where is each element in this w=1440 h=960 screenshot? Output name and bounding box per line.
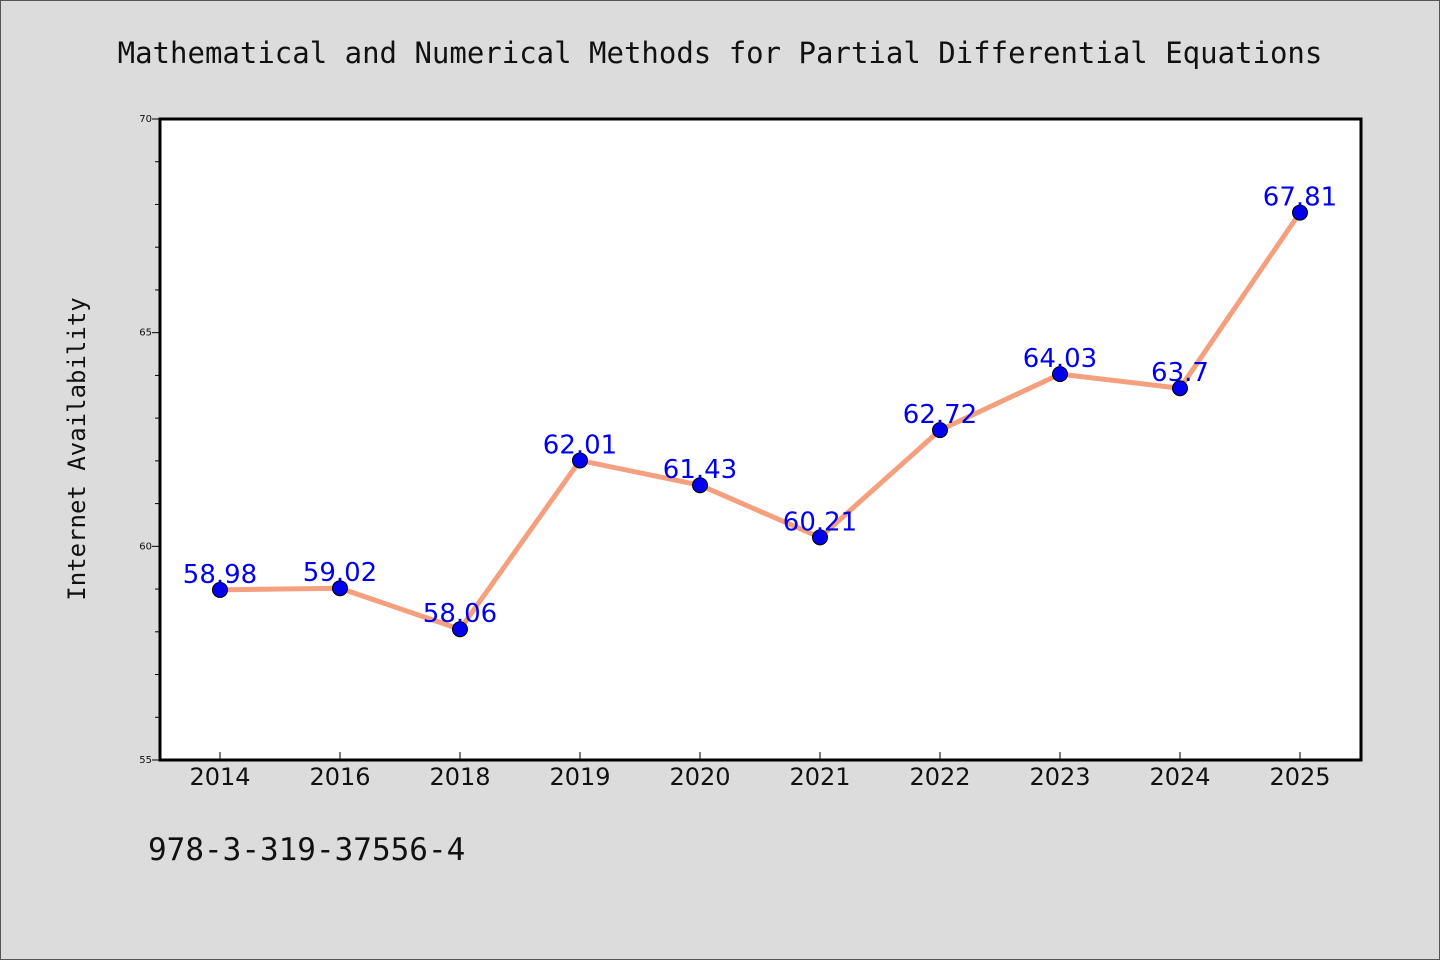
data-point	[332, 580, 348, 597]
x-tick-label: 2024	[1149, 763, 1210, 791]
x-tick-label: 2014	[189, 763, 250, 791]
data-point	[1052, 366, 1068, 383]
data-label: 60.21	[783, 507, 857, 537]
chart-title: Mathematical and Numerical Methods for P…	[118, 36, 1323, 70]
data-point	[812, 529, 828, 546]
y-axis-ticks: 55 60 65 70	[139, 114, 160, 766]
y-axis-label: Internet Availability	[63, 297, 91, 600]
data-point	[572, 452, 588, 469]
data-label: 64.03	[1023, 344, 1097, 374]
x-tick-label: 2023	[1029, 763, 1090, 791]
data-point	[692, 477, 708, 494]
data-label: 58.06	[423, 599, 497, 629]
x-tick-label: 2020	[669, 763, 730, 791]
data-label: 67.81	[1263, 183, 1337, 213]
data-label: 59.02	[303, 558, 377, 588]
data-point	[452, 621, 468, 638]
x-tick-label: 2022	[909, 763, 970, 791]
data-label: 62.01	[543, 430, 617, 460]
data-point	[1172, 380, 1188, 397]
data-label: 61.43	[663, 455, 737, 485]
y-tick-label: 70	[139, 114, 152, 125]
data-point	[932, 422, 948, 439]
x-axis-ticks: 2014 2016 2018 2019 2020 2021 2022 2023 2024 2025	[189, 752, 1331, 791]
x-tick-label: 2019	[549, 763, 610, 791]
data-point	[1292, 204, 1308, 221]
series-markers	[212, 204, 1308, 638]
x-tick-label: 2018	[429, 763, 490, 791]
plot-area	[158, 117, 1363, 762]
data-label: 63.7	[1151, 358, 1209, 388]
data-point	[212, 581, 228, 598]
series-line	[217, 210, 1303, 632]
y-tick-label: 60	[139, 541, 152, 552]
y-tick-label: 65	[139, 328, 152, 339]
x-tick-label: 2025	[1269, 763, 1330, 791]
data-label: 58.98	[183, 560, 257, 590]
x-tick-label: 2021	[789, 763, 850, 791]
y-tick-label: 55	[139, 755, 152, 766]
data-label: 62.72	[903, 400, 977, 430]
data-labels: 58.98 59.02 58.06 62.01 61.43 60.21 62.72 64.03…	[183, 183, 1337, 630]
x-tick-label: 2016	[309, 763, 370, 791]
isbn-caption: 978-3-319-37556-4	[148, 832, 466, 868]
